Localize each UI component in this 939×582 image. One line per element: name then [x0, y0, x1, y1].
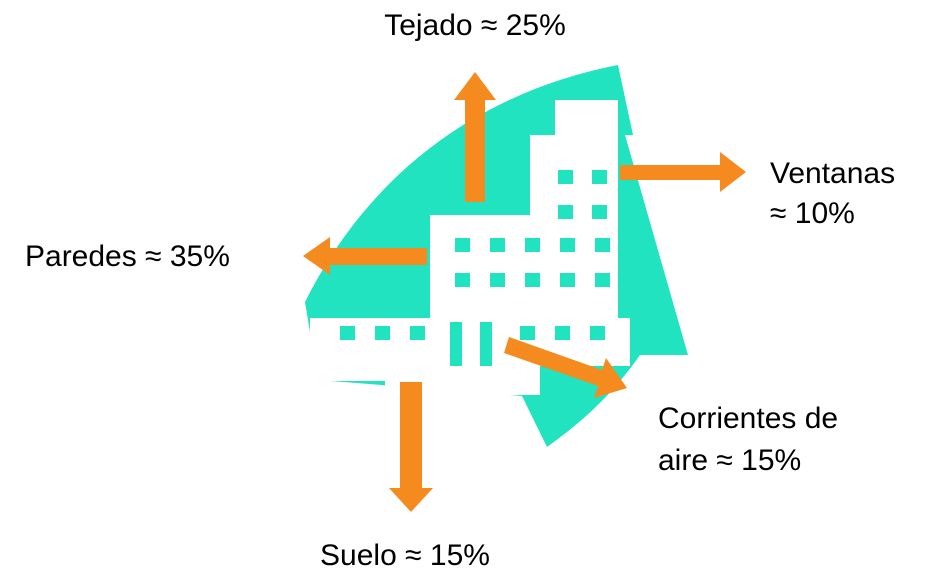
arrow-diagonal: [504, 337, 627, 398]
arrow-up: [454, 72, 496, 202]
arrow-right: [620, 152, 746, 192]
building: [310, 100, 630, 395]
windows: [340, 170, 610, 366]
label-drafts: aire ≈ 15%: [658, 444, 801, 477]
label-windows: Ventanas: [770, 157, 895, 190]
arrows: [303, 72, 746, 512]
arrow-down: [389, 382, 433, 512]
label-drafts: Corrientes de: [658, 402, 838, 435]
arrow-left: [303, 237, 427, 275]
label-walls: Paredes ≈ 35%: [25, 240, 230, 273]
label-floor: Suelo ≈ 15%: [320, 539, 490, 572]
label-windows: ≈ 10%: [770, 197, 855, 230]
label-roof: Tejado ≈ 25%: [384, 9, 566, 42]
